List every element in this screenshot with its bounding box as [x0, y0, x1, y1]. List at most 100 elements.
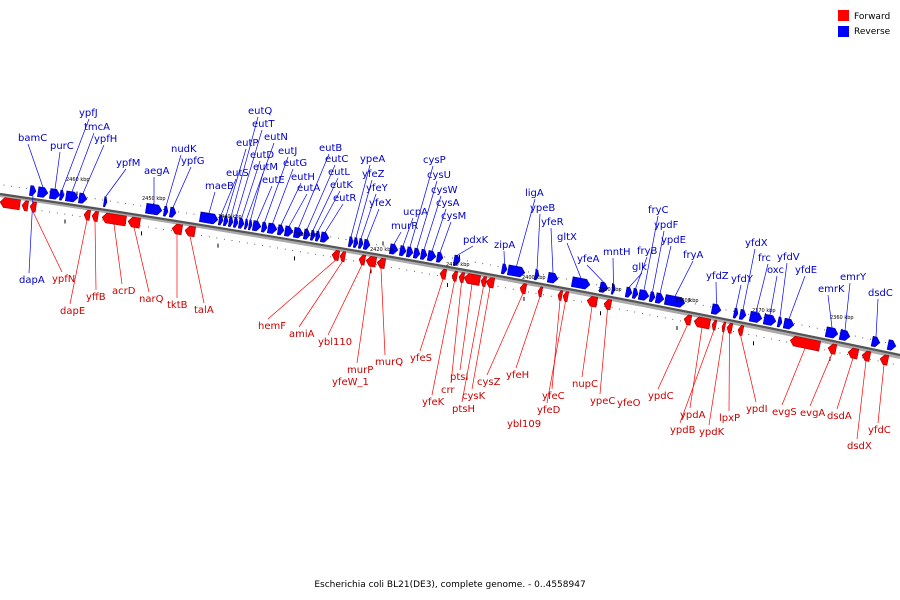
gene-label-eutB[interactable]: eutB [319, 143, 342, 154]
gene-dapA[interactable] [29, 185, 37, 197]
gene-crr[interactable] [458, 272, 466, 283]
gene-glk[interactable] [624, 286, 633, 298]
gene-f1[interactable] [21, 200, 29, 212]
gene-label-yfeA[interactable]: yfeA [577, 254, 600, 265]
gene-label-eutR[interactable]: eutR [333, 193, 356, 204]
gene-label-dapA[interactable]: dapA [19, 275, 45, 286]
gene-label-evgA[interactable]: evgA [800, 408, 825, 419]
gene-label-acrD[interactable]: acrD [112, 286, 136, 297]
gene-talA[interactable] [184, 225, 197, 238]
gene-label-ptsH[interactable]: ptsH [452, 404, 475, 415]
gene-yfeK[interactable] [451, 270, 459, 282]
gene-label-murR[interactable]: murR [391, 221, 418, 232]
gene-label-eutJ[interactable]: eutJ [278, 146, 297, 157]
gene-label-dsdA[interactable]: dsdA [827, 411, 852, 422]
gene-nupC[interactable] [586, 296, 599, 308]
gene-dsdX[interactable] [861, 350, 872, 362]
gene-aegA[interactable] [145, 202, 163, 216]
gene-label-eutL[interactable]: eutL [328, 167, 350, 178]
gene-fryC[interactable] [637, 289, 650, 301]
gene-label-ucpA[interactable]: ucpA [403, 207, 428, 218]
gene-yfdY[interactable] [732, 307, 739, 319]
gene-eutK[interactable] [314, 230, 321, 242]
gene-label-mntH[interactable]: mntH [603, 247, 631, 258]
gene-ypeB[interactable] [533, 269, 540, 281]
gene-label-ypeC[interactable]: ypeC [590, 396, 615, 407]
gene-label-fryA[interactable]: fryA [683, 250, 704, 261]
gene-label-ypdE[interactable]: ypdE [661, 235, 686, 246]
gene-label-maeB[interactable]: maeB [205, 181, 234, 192]
gene-yfdC[interactable] [879, 354, 890, 366]
gene-ypeA[interactable] [347, 236, 354, 248]
gene-label-cysA[interactable]: cysA [436, 198, 460, 209]
gene-eutM[interactable] [247, 219, 253, 231]
gene-murP[interactable] [365, 255, 378, 268]
gene-cysK[interactable] [485, 277, 496, 289]
gene-frc[interactable] [748, 310, 763, 323]
gene-label-yfeK[interactable]: yfeK [422, 397, 445, 408]
gene-label-amiA[interactable]: amiA [289, 329, 315, 340]
gene-yfeA[interactable] [598, 281, 609, 293]
gene-label-ypdI[interactable]: ypdI [746, 404, 768, 415]
gene-ptsH[interactable] [480, 276, 488, 287]
gene-label-yfeC[interactable]: yfeC [542, 391, 565, 402]
gene-label-ypfM[interactable]: ypfM [116, 158, 140, 169]
gene-label-ybl110[interactable]: ybl110 [318, 337, 352, 348]
gene-ypdA[interactable] [693, 316, 712, 330]
gene-label-yfdC[interactable]: yfdC [868, 425, 891, 436]
gene-yfeS[interactable] [439, 268, 448, 280]
gene-yfeC[interactable] [557, 290, 564, 301]
gene-label-yfeH[interactable]: yfeH [506, 370, 529, 381]
gene-label-murQ[interactable]: murQ [375, 357, 403, 368]
gene-acrD[interactable] [101, 212, 127, 227]
gene-yfdZ[interactable] [710, 303, 722, 316]
gene-label-eutA[interactable]: eutA [297, 183, 320, 194]
gene-lpxP[interactable] [726, 322, 734, 334]
gene-pdxK[interactable] [452, 254, 461, 266]
gene-label-dsdC[interactable]: dsdC [868, 288, 893, 299]
gene-ybl110[interactable] [358, 254, 367, 266]
gene-label-aegA[interactable]: aegA [144, 166, 170, 177]
gene-eutJ[interactable] [260, 221, 268, 233]
gene-eutS[interactable] [217, 214, 224, 226]
gene-label-ypfH[interactable]: ypfH [94, 134, 117, 145]
gene-label-murP[interactable]: murP [347, 365, 373, 376]
gene-ypdK[interactable] [721, 321, 727, 333]
gene-label-yfdV[interactable]: yfdV [777, 252, 800, 263]
gene-tktB[interactable] [171, 223, 184, 236]
gene-ucpA[interactable] [398, 245, 407, 257]
gene-label-eutS[interactable]: eutS [226, 168, 249, 179]
gene-bamC[interactable] [37, 186, 49, 198]
gene-fryA[interactable] [663, 294, 686, 308]
gene-oxc[interactable] [762, 313, 777, 326]
gene-label-ypfG[interactable]: ypfG [181, 156, 205, 167]
gene-label-yfdZ[interactable]: yfdZ [706, 271, 729, 282]
gene-f0[interactable] [0, 197, 21, 211]
gene-hemF[interactable] [331, 250, 341, 262]
gene-evgS[interactable] [789, 335, 821, 352]
gene-label-glk[interactable]: glk [632, 262, 647, 273]
gene-eutQ[interactable] [227, 216, 234, 228]
gene-dsdC2[interactable] [886, 339, 897, 351]
gene-dsdA[interactable] [847, 347, 860, 360]
gene-eutT[interactable] [232, 217, 239, 228]
gene-cysA[interactable] [426, 250, 437, 262]
gene-gltX[interactable] [570, 276, 591, 290]
gene-label-tmcA[interactable]: tmcA [84, 122, 110, 133]
gene-label-ypeA[interactable]: ypeA [360, 154, 385, 165]
gene-label-nupC[interactable]: nupC [572, 379, 598, 390]
gene-ypfN[interactable] [29, 201, 37, 213]
gene-eutH[interactable] [276, 224, 285, 236]
gene-eutE[interactable] [251, 220, 262, 232]
gene-mntH[interactable] [610, 283, 616, 295]
gene-label-ypdC[interactable]: ypdC [648, 391, 674, 402]
gene-yfeX[interactable] [362, 238, 371, 250]
gene-label-ptsI[interactable]: ptsI [450, 372, 468, 383]
gene-label-yfdY[interactable]: yfdY [731, 274, 754, 285]
gene-narQ[interactable] [127, 216, 141, 229]
gene-label-dapE[interactable]: dapE [60, 306, 85, 317]
gene-label-ypdF[interactable]: ypdF [654, 220, 679, 231]
gene-ypfH[interactable] [78, 192, 88, 204]
gene-yfdX[interactable] [738, 308, 747, 320]
gene-maeB[interactable] [199, 211, 219, 225]
